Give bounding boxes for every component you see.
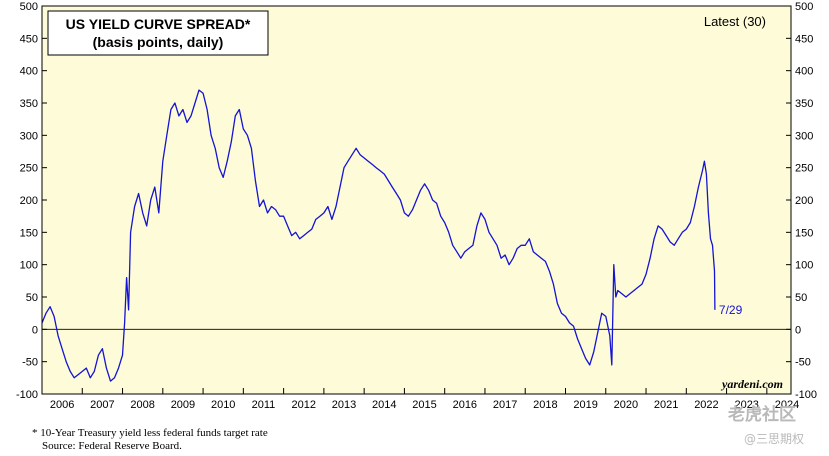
x-tick-label: 2012 <box>292 399 316 411</box>
x-tick-label: 2022 <box>694 399 718 411</box>
y-tick-label-right: 0 <box>795 324 801 336</box>
chart-title: US YIELD CURVE SPREAD* <box>66 16 251 32</box>
y-tick-label-right: 400 <box>795 66 813 78</box>
source-credit: yardeni.com <box>720 377 783 391</box>
y-tick-label-right: 350 <box>795 98 813 110</box>
y-tick-label-right: 250 <box>795 163 813 175</box>
x-tick-label: 2014 <box>372 399 396 411</box>
y-tick-label-left: 0 <box>32 324 38 336</box>
x-tick-label: 2011 <box>252 399 276 411</box>
chart-subtitle: (basis points, daily) <box>93 34 224 50</box>
x-tick-label: 2008 <box>130 399 154 411</box>
y-tick-label-left: 250 <box>20 163 38 175</box>
footnote-source: Source: Federal Reserve Board. <box>42 440 182 452</box>
x-tick-label: 2009 <box>171 399 195 411</box>
x-tick-label: 2019 <box>573 399 597 411</box>
y-tick-label-left: 100 <box>20 260 38 272</box>
x-tick-label: 2006 <box>50 399 74 411</box>
x-tick-label: 2007 <box>90 399 114 411</box>
x-tick-label: 2013 <box>332 399 356 411</box>
y-tick-label-left: 450 <box>20 33 38 45</box>
y-tick-label-right: 450 <box>795 33 813 45</box>
y-tick-label-right: 300 <box>795 130 813 142</box>
y-tick-label-right: -100 <box>795 389 817 401</box>
x-tick-label: 2015 <box>412 399 436 411</box>
y-tick-label-right: -50 <box>795 357 811 369</box>
x-tick-label: 2024 <box>775 399 799 411</box>
x-tick-label: 2018 <box>533 399 557 411</box>
watermark-community: 老虎社区 <box>728 405 796 425</box>
y-tick-label-left: 50 <box>26 292 38 304</box>
legend-latest: Latest (30) <box>704 14 766 29</box>
x-tick-label: 2021 <box>654 399 678 411</box>
y-tick-label-right: 100 <box>795 260 813 272</box>
x-tick-label: 2010 <box>211 399 235 411</box>
watermark-handle: @三思期权 <box>744 432 805 446</box>
x-tick-label: 2017 <box>493 399 517 411</box>
y-tick-label-left: -100 <box>16 389 38 401</box>
footnote-definition: * 10-Year Treasury yield less federal fu… <box>32 427 268 439</box>
y-tick-label-left: 500 <box>20 1 38 13</box>
y-tick-label-left: 350 <box>20 98 38 110</box>
title-box <box>47 10 269 56</box>
y-tick-label-left: 150 <box>20 227 38 239</box>
x-tick-label: 2020 <box>614 399 638 411</box>
y-tick-label-left: 300 <box>20 130 38 142</box>
spread-series-line <box>41 89 716 382</box>
y-tick-label-right: 50 <box>795 292 807 304</box>
y-tick-label-right: 200 <box>795 195 813 207</box>
latest-date-label: 7/29 <box>719 303 743 317</box>
x-tick-label: 2016 <box>453 399 477 411</box>
y-tick-label-left: -50 <box>22 357 38 369</box>
y-tick-label-left: 400 <box>20 66 38 78</box>
x-tick-label: 2023 <box>734 399 758 411</box>
y-tick-label-right: 150 <box>795 227 813 239</box>
plot-frame <box>41 5 792 395</box>
y-tick-label-left: 200 <box>20 195 38 207</box>
y-tick-label-right: 500 <box>795 1 813 13</box>
